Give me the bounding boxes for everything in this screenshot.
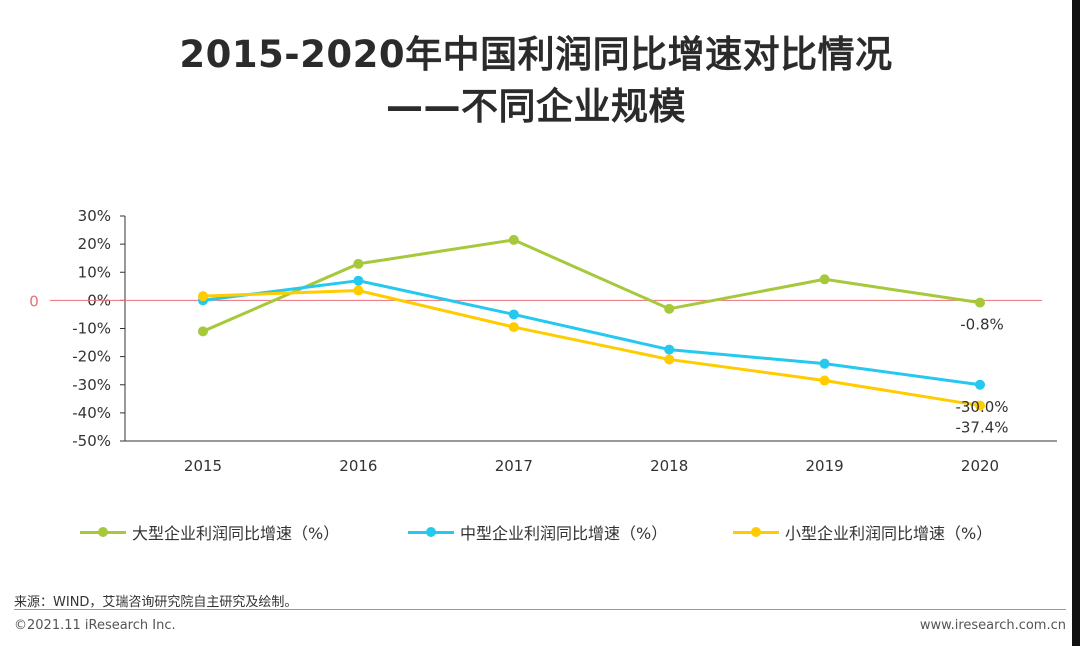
x-tick-label: 2019: [806, 457, 844, 475]
chart-title-line2: ——不同企业规模: [386, 85, 686, 128]
x-tick-label: 2015: [184, 457, 222, 475]
y-tick-label: 20%: [78, 235, 111, 253]
series-line-2: [202, 289, 981, 408]
data-point: [819, 358, 830, 369]
data-point: [975, 400, 985, 411]
y-tick-label: -50%: [72, 432, 111, 450]
data-label: -0.8%: [960, 316, 1004, 334]
legend-label-large: 大型企业利润同比增速（%）: [132, 524, 340, 543]
footer-divider: [14, 609, 1066, 610]
data-point: [353, 285, 364, 296]
data-label: -30.0%: [955, 398, 1008, 416]
website-link[interactable]: www.iresearch.com.cn: [919, 618, 1066, 633]
data-point: [508, 309, 519, 320]
legend-swatch-medium: [408, 522, 454, 542]
data-point: [198, 326, 208, 337]
data-point: [664, 344, 675, 355]
y-tick-label: -20%: [72, 348, 111, 366]
legend-item-medium: 中型企业利润同比增速（%）: [408, 520, 667, 544]
data-point: [508, 234, 519, 245]
data-point: [198, 291, 208, 302]
right-edge-bar: [1072, 0, 1080, 646]
series-line-1: [202, 279, 981, 387]
legend-swatch-large: [80, 522, 126, 542]
x-tick-label: 2016: [339, 457, 377, 475]
data-point: [353, 275, 364, 286]
data-label: -37.4%: [955, 419, 1008, 437]
legend-label-small: 小型企业利润同比增速（%）: [785, 524, 993, 543]
legend-item-small: 小型企业利润同比增速（%）: [733, 520, 992, 544]
legend-swatch-small: [733, 522, 779, 542]
y-tick-label: 30%: [78, 207, 111, 225]
x-tick-label: 2018: [650, 457, 688, 475]
y-tick-label: -10%: [72, 320, 111, 338]
zero-line-label: 0: [29, 292, 39, 310]
data-point: [975, 379, 985, 390]
y-tick-label: 10%: [78, 263, 111, 281]
x-tick-label: 2017: [495, 457, 533, 475]
x-tick-label: 2020: [961, 457, 999, 475]
source-note: 来源：WIND，艾瑞咨询研究院自主研究及绘制。: [14, 595, 298, 610]
data-point: [819, 274, 830, 285]
chart-title-line1: 2015-2020年中国利润同比增速对比情况: [179, 33, 893, 76]
series-line-0: [202, 238, 981, 333]
copyright: ©2021.11 iResearch Inc.: [14, 618, 176, 633]
legend-item-large: 大型企业利润同比增速（%）: [80, 520, 339, 544]
data-point: [508, 322, 519, 333]
data-point: [664, 354, 675, 365]
data-point: [819, 375, 830, 386]
legend: 大型企业利润同比增速（%） 中型企业利润同比增速（%） 小型企业利润同比增速（%…: [0, 520, 1072, 544]
legend-label-medium: 中型企业利润同比增速（%）: [460, 524, 668, 543]
data-point: [353, 258, 364, 269]
y-tick-label: -30%: [72, 376, 111, 394]
y-tick-label: -40%: [72, 404, 111, 422]
data-point: [975, 297, 985, 308]
data-point: [664, 303, 675, 314]
